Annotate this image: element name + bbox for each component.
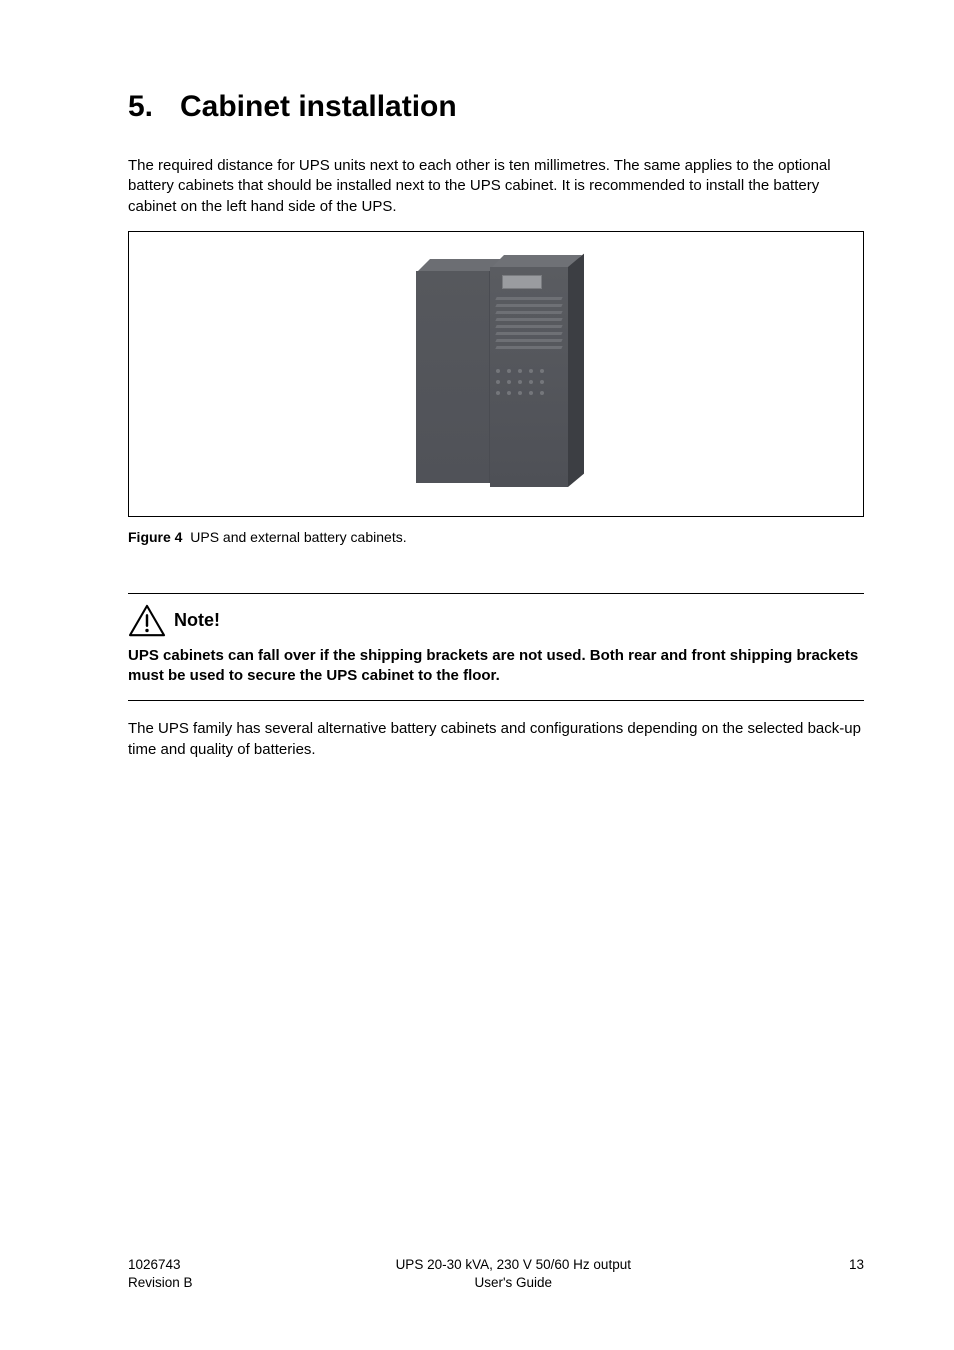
footer-revision: Revision B [128,1274,193,1292]
page-footer: 1026743 Revision B UPS 20-30 kVA, 230 V … [128,1256,864,1292]
footer-page-number: 13 [834,1256,864,1274]
cabinet-illustration [396,249,596,499]
ups-vent-dots [496,369,556,397]
note-title: Note! [174,610,220,631]
ups-vent-slats [496,297,562,353]
footer-center: UPS 20-30 kVA, 230 V 50/60 Hz output Use… [396,1256,631,1292]
intro-paragraph: The required distance for UPS units next… [128,156,864,217]
footer-doc-type: User's Guide [396,1274,631,1292]
warning-icon [128,604,166,638]
closing-paragraph: The UPS family has several alternative b… [128,719,864,760]
figure-caption-text: UPS and external battery cabinets. [190,529,406,545]
battery-cabinet-front [416,271,490,483]
note-header: Note! [128,604,864,638]
note-body: UPS cabinets can fall over if the shippi… [128,646,864,687]
heading-title: Cabinet installation [180,90,457,124]
figure-caption: Figure 4 UPS and external battery cabine… [128,529,864,545]
heading-number: 5. [128,90,180,124]
figure-frame [128,231,864,517]
note-box: Note! UPS cabinets can fall over if the … [128,593,864,702]
section-heading: 5. Cabinet installation [128,90,864,124]
footer-product-line: UPS 20-30 kVA, 230 V 50/60 Hz output [396,1256,631,1274]
ups-display-panel [502,275,542,289]
footer-left: 1026743 Revision B [128,1256,193,1292]
ups-cabinet-side [568,253,584,486]
footer-doc-number: 1026743 [128,1256,193,1274]
figure-label: Figure 4 [128,529,182,545]
